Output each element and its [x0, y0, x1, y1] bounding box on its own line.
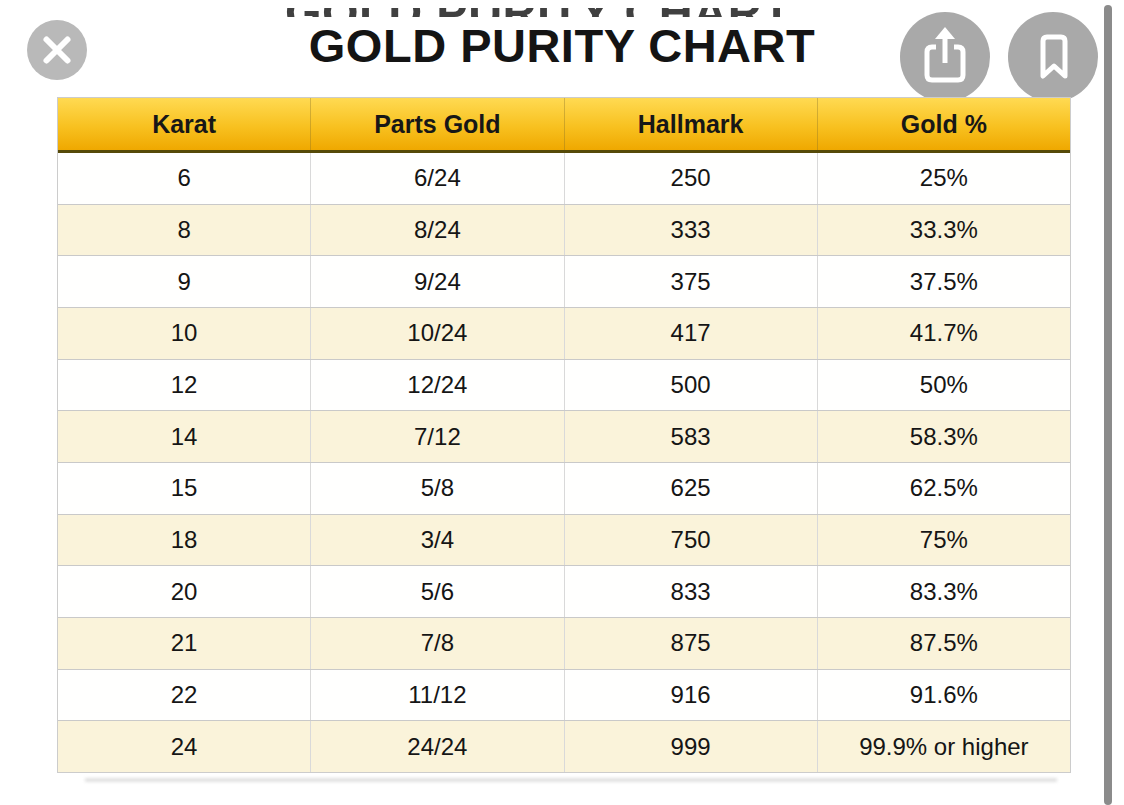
- table-cell: 99.9% or higher: [817, 721, 1070, 772]
- table-row: 2211/1291691.6%: [58, 670, 1070, 722]
- table-cell: 33.3%: [817, 205, 1070, 256]
- table-cell: 833: [564, 566, 817, 617]
- column-header: Karat: [58, 98, 310, 150]
- table-cell: 750: [564, 515, 817, 566]
- table-cell: 625: [564, 463, 817, 514]
- table-cell: 9: [58, 256, 310, 307]
- table-body: 66/2425025%88/2433333.3%99/2437537.5%101…: [58, 153, 1070, 772]
- table-cell: 5/6: [310, 566, 563, 617]
- table-cell: 20: [58, 566, 310, 617]
- table-cell: 7/12: [310, 411, 563, 462]
- table-row: 66/2425025%: [58, 153, 1070, 205]
- table-cell: 25%: [817, 153, 1070, 204]
- table-row: 88/2433333.3%: [58, 205, 1070, 257]
- table-cell: 11/12: [310, 670, 563, 721]
- cropped-title-slice: GOLD PURITY CHART: [285, 8, 851, 17]
- table-row: 217/887587.5%: [58, 618, 1070, 670]
- table-cell: 5/8: [310, 463, 563, 514]
- table-cell: 417: [564, 308, 817, 359]
- table-cell: 37.5%: [817, 256, 1070, 307]
- table-row: 205/683383.3%: [58, 566, 1070, 618]
- table-cell: 333: [564, 205, 817, 256]
- table-cell: 15: [58, 463, 310, 514]
- table-cell: 250: [564, 153, 817, 204]
- table-cell: 999: [564, 721, 817, 772]
- cropped-text-remnant: GOLD PURITY CHART: [285, 8, 851, 17]
- table-cell: 6: [58, 153, 310, 204]
- table-cell: 500: [564, 360, 817, 411]
- table-row: 155/862562.5%: [58, 463, 1070, 515]
- table-row: 99/2437537.5%: [58, 256, 1070, 308]
- table-row: 1212/2450050%: [58, 360, 1070, 412]
- table-cell: 83.3%: [817, 566, 1070, 617]
- table-cell: 24/24: [310, 721, 563, 772]
- table-cell: 14: [58, 411, 310, 462]
- table-cell: 3/4: [310, 515, 563, 566]
- table-cell: 91.6%: [817, 670, 1070, 721]
- table-cell: 12/24: [310, 360, 563, 411]
- bookmark-icon: [1008, 12, 1098, 102]
- table-cell: 24: [58, 721, 310, 772]
- table-cell: 6/24: [310, 153, 563, 204]
- table-cell: 58.3%: [817, 411, 1070, 462]
- table-row: 147/1258358.3%: [58, 411, 1070, 463]
- column-header: Gold %: [817, 98, 1070, 150]
- table-cell: 375: [564, 256, 817, 307]
- share-icon: [900, 12, 990, 102]
- table-cell: 916: [564, 670, 817, 721]
- table-row: 2424/2499999.9% or higher: [58, 721, 1070, 772]
- table-cell: 41.7%: [817, 308, 1070, 359]
- table-cell: 8/24: [310, 205, 563, 256]
- table-cell: 583: [564, 411, 817, 462]
- table-row: 1010/2441741.7%: [58, 308, 1070, 360]
- table-cell: 10: [58, 308, 310, 359]
- bookmark-button[interactable]: [1008, 12, 1098, 102]
- table-cell: 10/24: [310, 308, 563, 359]
- share-button[interactable]: [900, 12, 990, 102]
- column-header: Parts Gold: [310, 98, 563, 150]
- table-cell: 21: [58, 618, 310, 669]
- table-shadow: [85, 778, 1057, 782]
- scrollbar-thumb[interactable]: [1104, 5, 1112, 805]
- column-header: Hallmark: [564, 98, 817, 150]
- close-button[interactable]: [27, 20, 87, 80]
- table-cell: 62.5%: [817, 463, 1070, 514]
- close-icon: [27, 20, 87, 80]
- table-cell: 18: [58, 515, 310, 566]
- table-row: 183/475075%: [58, 515, 1070, 567]
- table-cell: 12: [58, 360, 310, 411]
- table-cell: 875: [564, 618, 817, 669]
- table-cell: 22: [58, 670, 310, 721]
- table-cell: 87.5%: [817, 618, 1070, 669]
- table-cell: 8: [58, 205, 310, 256]
- table-cell: 9/24: [310, 256, 563, 307]
- table-cell: 75%: [817, 515, 1070, 566]
- table-cell: 50%: [817, 360, 1070, 411]
- table-header-row: KaratParts GoldHallmarkGold %: [58, 98, 1070, 153]
- gold-purity-table: KaratParts GoldHallmarkGold % 66/2425025…: [57, 97, 1071, 773]
- table-cell: 7/8: [310, 618, 563, 669]
